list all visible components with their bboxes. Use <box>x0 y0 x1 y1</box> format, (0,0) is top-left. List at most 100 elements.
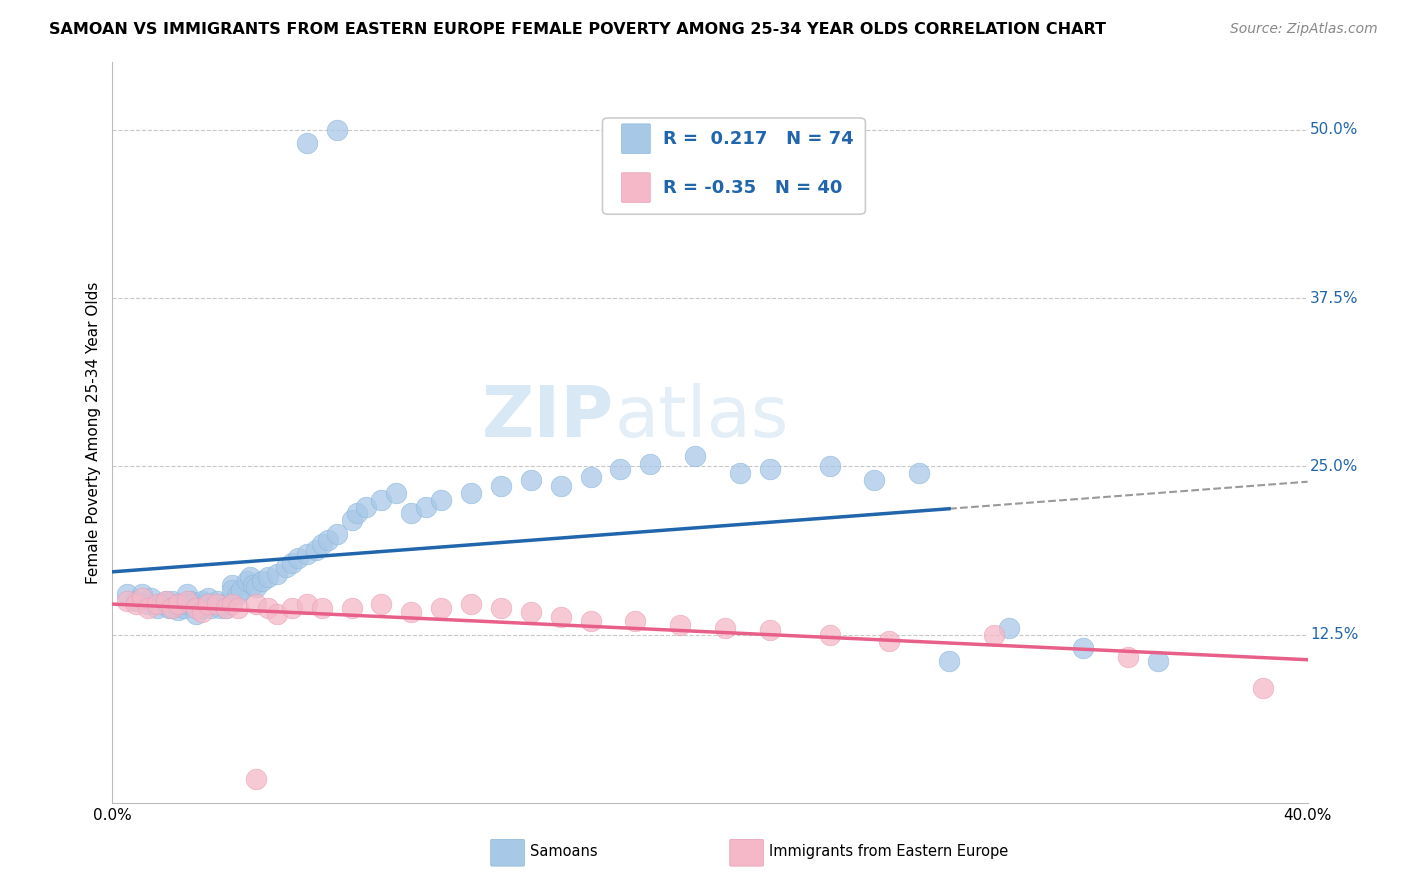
Point <box>131 591 153 606</box>
Point <box>209 600 232 615</box>
Point <box>714 621 737 635</box>
Point <box>194 597 217 611</box>
Point <box>157 600 180 615</box>
Point <box>205 597 228 611</box>
Point <box>125 594 148 608</box>
Point <box>179 594 201 608</box>
Point <box>236 574 259 588</box>
Point <box>186 600 208 615</box>
Point <box>167 603 190 617</box>
Point <box>579 470 602 484</box>
Point <box>370 492 392 507</box>
Text: 25.0%: 25.0% <box>1310 458 1358 474</box>
Point <box>415 500 437 514</box>
Point <box>550 610 572 624</box>
Point <box>257 569 280 583</box>
Point <box>146 600 169 615</box>
Point <box>117 594 139 608</box>
Point <box>176 597 198 611</box>
Point <box>1251 681 1274 696</box>
Point <box>550 479 572 493</box>
Text: ZIP: ZIP <box>482 384 614 452</box>
Point <box>489 600 512 615</box>
Point <box>609 462 631 476</box>
Point <box>186 600 208 615</box>
Point <box>173 600 195 615</box>
Point <box>141 591 163 606</box>
Text: atlas: atlas <box>614 384 789 452</box>
Point <box>176 594 198 608</box>
Point <box>155 594 177 608</box>
Point <box>430 492 453 507</box>
Point <box>167 597 190 611</box>
Point <box>340 600 363 615</box>
Point <box>242 578 264 592</box>
Text: 37.5%: 37.5% <box>1310 291 1358 305</box>
Point <box>311 537 333 551</box>
Point <box>281 556 304 570</box>
Point <box>221 597 243 611</box>
Point <box>879 634 901 648</box>
Point <box>1118 650 1140 665</box>
Point <box>489 479 512 493</box>
Point <box>266 607 288 622</box>
Point <box>117 587 139 601</box>
FancyBboxPatch shape <box>603 118 866 214</box>
Point <box>295 136 318 151</box>
Point <box>149 597 172 611</box>
Point <box>818 459 841 474</box>
FancyBboxPatch shape <box>621 173 651 202</box>
Point <box>401 605 423 619</box>
Y-axis label: Female Poverty Among 25-34 Year Olds: Female Poverty Among 25-34 Year Olds <box>86 282 101 583</box>
Point <box>226 587 249 601</box>
Point <box>1147 655 1170 669</box>
Point <box>640 457 662 471</box>
Point <box>191 605 214 619</box>
Point <box>138 600 160 615</box>
Text: Immigrants from Eastern Europe: Immigrants from Eastern Europe <box>769 845 1008 859</box>
Point <box>245 772 267 786</box>
Point <box>295 597 318 611</box>
Point <box>266 566 288 581</box>
Point <box>908 466 931 480</box>
Point <box>346 507 368 521</box>
Point <box>938 655 960 669</box>
Point <box>257 600 280 615</box>
Point <box>245 597 267 611</box>
Point <box>863 473 886 487</box>
Point <box>287 550 309 565</box>
Point <box>162 594 183 608</box>
Point <box>205 594 228 608</box>
Point <box>138 597 160 611</box>
Point <box>983 627 1005 641</box>
Point <box>683 449 706 463</box>
Point <box>226 600 249 615</box>
Text: R =  0.217   N = 74: R = 0.217 N = 74 <box>664 129 853 148</box>
Point <box>385 486 408 500</box>
Point <box>131 587 153 601</box>
Point <box>295 547 318 561</box>
Point <box>624 614 647 628</box>
Point <box>186 607 208 622</box>
Text: Samoans: Samoans <box>530 845 598 859</box>
Point <box>356 500 378 514</box>
Point <box>460 597 482 611</box>
Point <box>197 597 219 611</box>
Point <box>181 597 204 611</box>
Text: R = -0.35   N = 40: R = -0.35 N = 40 <box>664 178 842 196</box>
Point <box>520 605 543 619</box>
FancyBboxPatch shape <box>621 124 651 153</box>
Point <box>155 594 177 608</box>
Point <box>162 600 183 615</box>
Point <box>759 624 782 638</box>
Point <box>998 621 1021 635</box>
Point <box>229 583 252 598</box>
Point <box>305 542 328 557</box>
Point <box>221 583 243 598</box>
Point <box>191 594 214 608</box>
Point <box>316 533 339 548</box>
Point <box>311 600 333 615</box>
Point <box>212 597 235 611</box>
Point <box>520 473 543 487</box>
Point <box>125 597 148 611</box>
